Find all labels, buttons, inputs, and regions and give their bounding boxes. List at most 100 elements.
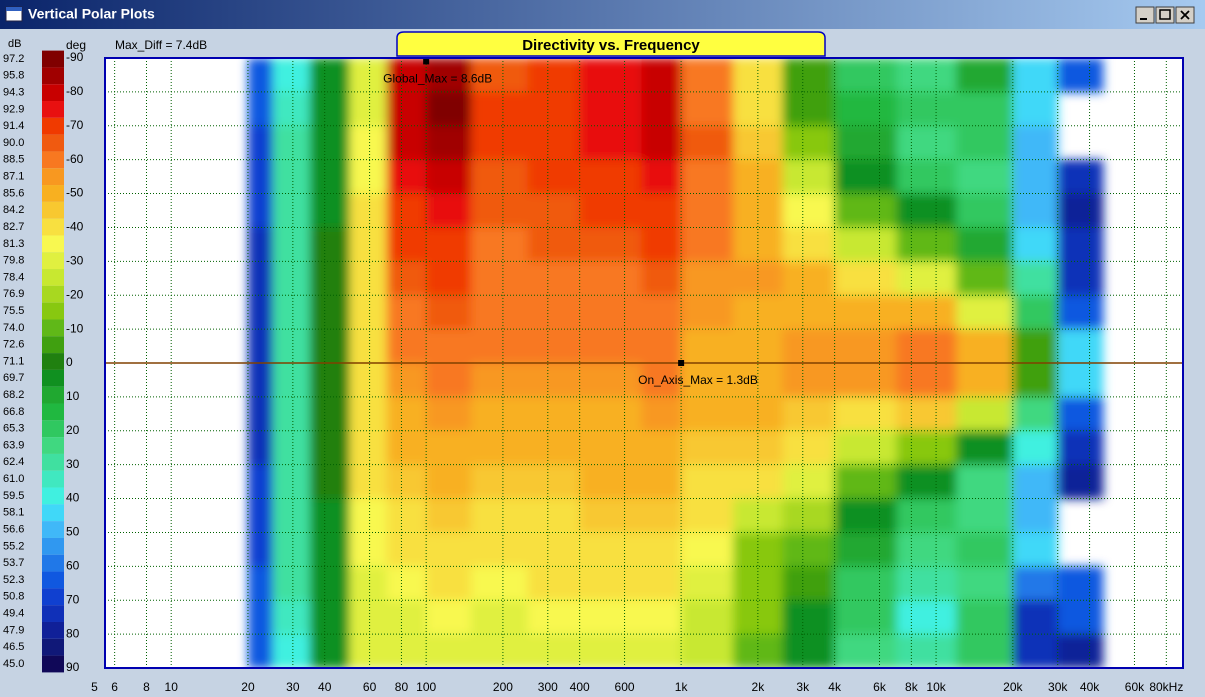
heat-cell <box>782 363 836 398</box>
heat-cell <box>896 58 957 93</box>
heat-cell <box>309 634 351 668</box>
heat-cell <box>426 396 472 432</box>
heat-cell <box>527 600 581 635</box>
x-tick-label: 600 <box>615 680 635 694</box>
window-title: Vertical Polar Plots <box>28 6 155 22</box>
colorbar-label: 84.2 <box>3 204 24 216</box>
heat-cell <box>896 363 957 398</box>
colorbar-swatch <box>42 218 64 236</box>
heat-cell <box>527 58 581 93</box>
y-tick-label: -90 <box>66 50 84 64</box>
heat-cell <box>527 566 581 601</box>
y-tick-label: 90 <box>66 660 80 674</box>
heat-cell <box>1012 193 1059 229</box>
x-tick-label: 40k <box>1080 680 1100 694</box>
heatmap-cells <box>247 58 1104 668</box>
colorbar-swatch <box>42 521 64 538</box>
x-tick-label: 60 <box>363 680 377 694</box>
heat-cell <box>309 91 351 127</box>
heat-cell <box>681 193 734 229</box>
y-axis-label: deg <box>66 38 86 52</box>
heat-cell <box>579 193 643 229</box>
colorbar-label: 66.8 <box>3 406 24 418</box>
heat-cell <box>309 227 351 262</box>
heat-cell <box>834 91 898 127</box>
heat-cell <box>1057 634 1104 668</box>
window-buttons[interactable] <box>1135 6 1195 24</box>
colorbar-label: 79.8 <box>3 255 24 267</box>
colorbar-swatch <box>42 353 64 370</box>
heat-cell <box>426 566 472 601</box>
heat-cell <box>386 396 427 432</box>
heat-cell <box>956 464 1014 500</box>
x-tick-label: 8 <box>143 680 150 694</box>
colorbar-swatch <box>42 168 64 186</box>
heat-cell <box>782 532 836 567</box>
y-tick-label: 10 <box>66 389 80 403</box>
colorbar-label: 87.1 <box>3 171 24 183</box>
heat-cell <box>272 58 311 93</box>
heat-cell <box>956 329 1014 364</box>
heat-cell <box>834 159 898 195</box>
heat-cell <box>426 193 472 229</box>
colorbar-swatch <box>42 101 64 118</box>
heat-cell <box>426 295 472 330</box>
y-tick-label: 60 <box>66 559 80 573</box>
heat-cell <box>247 430 274 466</box>
heat-cell <box>471 363 529 398</box>
colorbar-swatch <box>42 151 64 169</box>
heat-cell <box>527 125 581 161</box>
window-icon-bar <box>6 7 22 11</box>
heat-cell <box>1057 363 1104 398</box>
colorbar-swatch <box>42 386 64 404</box>
heat-cell <box>733 396 784 432</box>
heat-cell <box>471 193 529 229</box>
heat-cell <box>272 227 311 262</box>
heat-cell <box>782 295 836 330</box>
heat-cell <box>896 227 957 262</box>
minimize-button[interactable] <box>1135 6 1155 24</box>
heat-cell <box>272 125 311 161</box>
colorbar-label: 85.6 <box>3 187 24 199</box>
heat-cell <box>349 566 388 601</box>
heat-cell <box>386 634 427 668</box>
heat-cell <box>733 634 784 668</box>
heat-cell <box>896 634 957 668</box>
heat-cell <box>1057 396 1104 432</box>
heat-cell <box>527 532 581 567</box>
heat-cell <box>834 430 898 466</box>
x-tick-label: 200 <box>493 680 513 694</box>
heat-cell <box>471 91 529 127</box>
heat-cell <box>641 532 682 567</box>
colorbar-swatch <box>42 369 64 387</box>
heat-cell <box>247 532 274 567</box>
heat-cell <box>956 125 1014 161</box>
heat-cell <box>309 498 351 534</box>
heat-cell <box>247 159 274 195</box>
x-tick-label: 5 <box>91 680 98 694</box>
heat-cell <box>641 159 682 195</box>
heat-cell <box>272 566 311 601</box>
colorbar-label: 46.5 <box>3 641 24 653</box>
colorbar-swatch <box>42 588 64 606</box>
heat-cell <box>1012 91 1059 127</box>
maximize-glyph <box>1159 9 1171 20</box>
colorbar-label: 76.9 <box>3 288 24 300</box>
heat-cell <box>641 193 682 229</box>
heat-cell <box>471 566 529 601</box>
heat-cell <box>349 159 388 195</box>
heat-cell <box>1057 193 1104 229</box>
colorbar-swatch <box>42 537 64 555</box>
heat-cell <box>349 125 388 161</box>
colorbar-swatch <box>42 554 64 572</box>
colorbar-label: 69.7 <box>3 372 24 384</box>
heat-cell <box>386 91 427 127</box>
heat-cell <box>272 363 311 398</box>
y-tick-label: 20 <box>66 423 80 437</box>
colorbar-label: 97.2 <box>3 53 24 65</box>
heat-cell <box>426 498 472 534</box>
heat-cell <box>247 600 274 635</box>
heat-cell <box>956 261 1014 296</box>
heat-cell <box>247 125 274 161</box>
colorbar-label: 47.9 <box>3 624 24 636</box>
